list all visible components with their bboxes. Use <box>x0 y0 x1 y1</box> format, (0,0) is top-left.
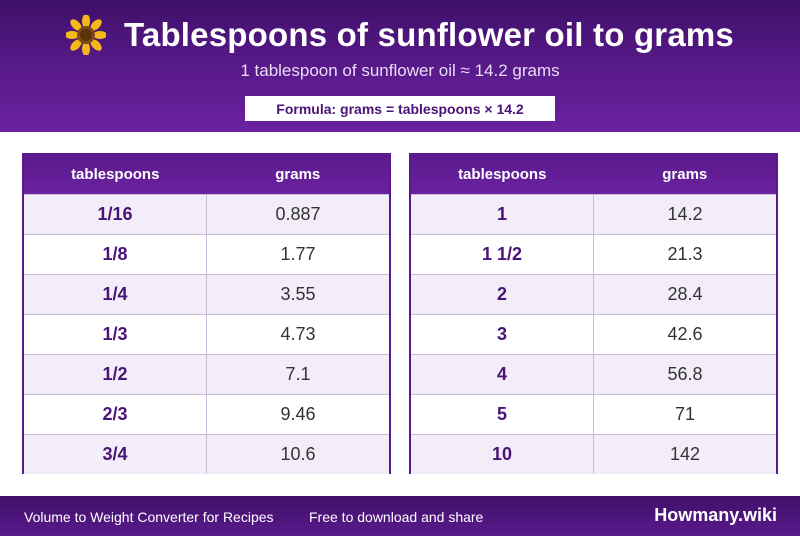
title-row: Tablespoons of sunflower oil to grams <box>0 12 800 58</box>
sunflower-icon <box>65 15 106 55</box>
table-row: 4 56.8 <box>411 354 776 394</box>
grams-cell: 142 <box>669 444 701 464</box>
grams-cell: 4.73 <box>280 324 316 344</box>
tablespoons-cell: 3 <box>411 315 594 354</box>
grams-cell: 10.6 <box>280 444 316 464</box>
footer-bar: Volume to Weight Converter for Recipes F… <box>0 496 800 536</box>
table-row: 1/4 3.55 <box>24 274 389 314</box>
formula-box: Formula: grams = tablespoons × 14.2 <box>245 96 555 121</box>
header-banner: Tablespoons of sunflower oil to grams 1 … <box>0 0 800 132</box>
tablespoons-cell: 1/2 <box>24 355 207 394</box>
grams-cell: 0.887 <box>275 204 321 224</box>
grams-cell: 14.2 <box>667 204 703 224</box>
tablespoons-cell: 2/3 <box>24 395 207 434</box>
grams-cell: 71 <box>674 404 696 424</box>
grams-cell: 56.8 <box>667 364 703 384</box>
grams-cell: 42.6 <box>667 324 703 344</box>
column-header-tablespoons: tablespoons <box>458 166 547 183</box>
column-header-grams: grams <box>275 166 321 183</box>
table-row: 1 1/2 21.3 <box>411 234 776 274</box>
tablespoons-cell: 1/16 <box>24 195 207 234</box>
grams-cell: 3.55 <box>280 284 316 304</box>
conversion-table-right: tablespoons grams 1 14.2 1 1/2 21.3 2 28.4 … <box>409 153 778 474</box>
tablespoons-cell: 2 <box>411 275 594 314</box>
tablespoons-cell: 1/3 <box>24 315 207 354</box>
column-header-tablespoons: tablespoons <box>71 166 160 183</box>
page-subtitle: 1 tablespoon of sunflower oil ≈ 14.2 gra… <box>240 61 560 80</box>
grams-cell: 28.4 <box>667 284 703 304</box>
column-header-grams: grams <box>662 166 708 183</box>
footer-share-note: Free to download and share <box>309 509 484 525</box>
grams-cell: 21.3 <box>667 244 703 264</box>
table-row: 10 142 <box>411 434 776 474</box>
grams-cell: 9.46 <box>280 404 316 424</box>
table-row: 2/3 9.46 <box>24 394 389 434</box>
conversion-table-left: tablespoons grams 1/16 0.887 1/8 1.77 1/4 3… <box>22 153 391 474</box>
tablespoons-cell: 4 <box>411 355 594 394</box>
tablespoons-cell: 3/4 <box>24 435 207 474</box>
table-row: 1 14.2 <box>411 194 776 234</box>
brand-logo-text[interactable]: Howmany.wiki <box>654 505 777 525</box>
table-row: 3 42.6 <box>411 314 776 354</box>
tablespoons-cell: 1/8 <box>24 235 207 274</box>
page-title: Tablespoons of sunflower oil to grams <box>123 16 734 53</box>
table-row: 3/4 10.6 <box>24 434 389 474</box>
table-row: 1/3 4.73 <box>24 314 389 354</box>
table-header: tablespoons grams <box>411 155 776 194</box>
tablespoons-cell: 5 <box>411 395 594 434</box>
tablespoons-cell: 10 <box>411 435 594 474</box>
table-row: 1/2 7.1 <box>24 354 389 394</box>
footer-tagline: Volume to Weight Converter for Recipes <box>24 509 274 525</box>
tablespoons-cell: 1/4 <box>24 275 207 314</box>
tablespoons-cell: 1 <box>411 195 594 234</box>
table-row: 1/8 1.77 <box>24 234 389 274</box>
grams-cell: 1.77 <box>280 244 316 264</box>
table-row: 2 28.4 <box>411 274 776 314</box>
table-header: tablespoons grams <box>24 155 389 194</box>
table-row: 1/16 0.887 <box>24 194 389 234</box>
grams-cell: 7.1 <box>285 364 311 384</box>
tablespoons-cell: 1 1/2 <box>411 235 594 274</box>
table-row: 5 71 <box>411 394 776 434</box>
